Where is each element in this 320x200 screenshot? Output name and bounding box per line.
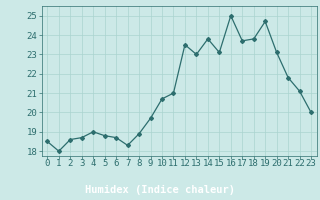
Text: Humidex (Indice chaleur): Humidex (Indice chaleur)	[85, 185, 235, 195]
